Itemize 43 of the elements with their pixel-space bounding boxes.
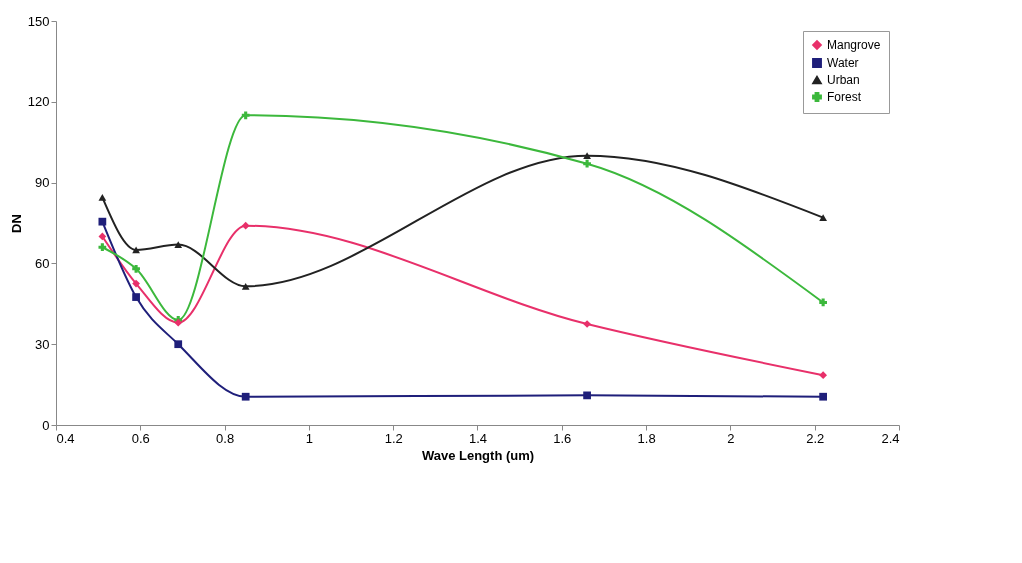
- legend-label: Mangrove: [827, 38, 881, 52]
- y-tick-label: 120: [27, 94, 50, 110]
- point: [819, 214, 827, 221]
- legend-label: Water: [827, 56, 859, 70]
- y-tick-label: 30: [35, 336, 50, 352]
- point: [132, 293, 140, 301]
- x-tick-label: 1.8: [637, 430, 656, 446]
- point: [819, 298, 827, 307]
- point: [174, 340, 183, 349]
- y-tick-label: 60: [35, 255, 50, 271]
- point: [241, 282, 250, 290]
- y-tick-label: 90: [35, 175, 50, 191]
- x-axis-title: Wave Length (um): [421, 447, 535, 463]
- point: [819, 392, 827, 401]
- point: [98, 194, 107, 201]
- point: [583, 152, 591, 160]
- point: [174, 241, 183, 248]
- x-tick-label: 1: [305, 430, 314, 446]
- point: [132, 279, 140, 288]
- point: [241, 392, 250, 401]
- point: [132, 264, 140, 273]
- y-tick-label: 0: [42, 417, 50, 433]
- x-tick-label: 1.4: [468, 430, 488, 446]
- legend-label: Urban: [827, 73, 860, 87]
- x-tick-label: 1.6: [553, 430, 572, 446]
- point: [819, 371, 827, 380]
- x-tick-label: 1.2: [384, 430, 403, 446]
- point: [583, 391, 591, 400]
- point: [98, 243, 107, 252]
- x-tick-label: 2.2: [806, 430, 825, 446]
- point: [583, 159, 591, 168]
- y-axis-title: DN: [8, 214, 24, 233]
- point: [241, 221, 250, 230]
- legend-label: Forest: [827, 90, 862, 104]
- y-tick-label: 150: [27, 13, 50, 29]
- x-tick-label: 0.8: [216, 430, 235, 446]
- point: [241, 111, 250, 120]
- x-tick-label: 2: [727, 430, 735, 446]
- point: [98, 217, 107, 226]
- x-tick-label: 0.4: [56, 430, 75, 446]
- point: [98, 232, 107, 241]
- x-tick-label: 0.6: [131, 430, 150, 446]
- x-tick-label: 2.4: [881, 430, 900, 446]
